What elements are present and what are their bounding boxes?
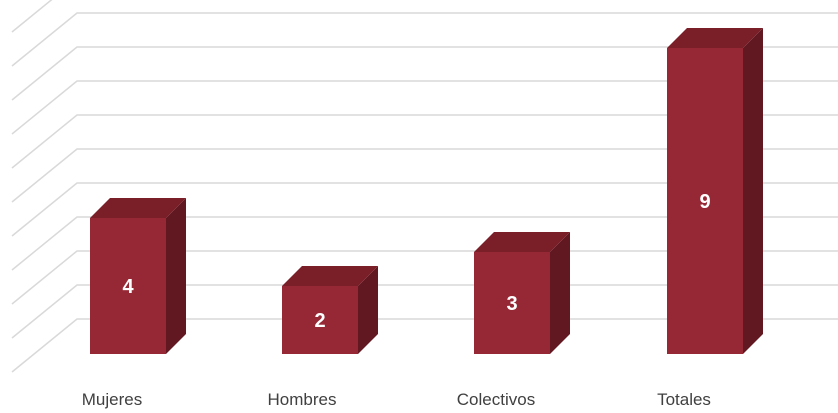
bar-colectivos <box>474 232 570 354</box>
bar-side <box>358 266 378 354</box>
bar-hombres <box>282 266 378 354</box>
bar-top <box>667 28 763 48</box>
bars <box>90 28 763 354</box>
gridline-5 <box>11 148 838 203</box>
category-label-totales: Totales <box>657 390 711 409</box>
bar-totales <box>667 28 763 354</box>
gridlines <box>11 0 838 373</box>
gridline-10 <box>11 0 53 33</box>
gridline-9 <box>11 12 838 67</box>
gridline-1 <box>11 284 838 339</box>
gridline-4 <box>11 182 838 237</box>
gridline-0 <box>11 318 838 373</box>
gridline-2 <box>11 250 838 305</box>
bar-front <box>282 286 358 354</box>
data-label-totales: 9 <box>699 191 710 213</box>
bar-front <box>667 48 743 354</box>
labels: 4 2 3 9 Mujeres Hombres Colectivos Totales <box>82 191 711 409</box>
bar-mujeres <box>90 198 186 354</box>
bar-side <box>550 232 570 354</box>
gridline-7 <box>11 80 838 135</box>
data-label-mujeres: 4 <box>122 276 134 298</box>
bar-side <box>166 198 186 354</box>
bar-top <box>282 266 378 286</box>
gridline-3 <box>11 216 838 271</box>
gridline-8 <box>11 46 838 101</box>
data-label-colectivos: 3 <box>506 293 517 315</box>
bar-front <box>474 252 550 354</box>
bar-side <box>743 28 763 354</box>
category-label-hombres: Hombres <box>268 390 337 409</box>
category-label-mujeres: Mujeres <box>82 390 142 409</box>
data-label-hombres: 2 <box>314 310 325 332</box>
gridline-6 <box>11 114 838 169</box>
bar-top <box>90 198 186 218</box>
bar-front <box>90 218 166 354</box>
bar-top <box>474 232 570 252</box>
category-label-colectivos: Colectivos <box>457 390 535 409</box>
